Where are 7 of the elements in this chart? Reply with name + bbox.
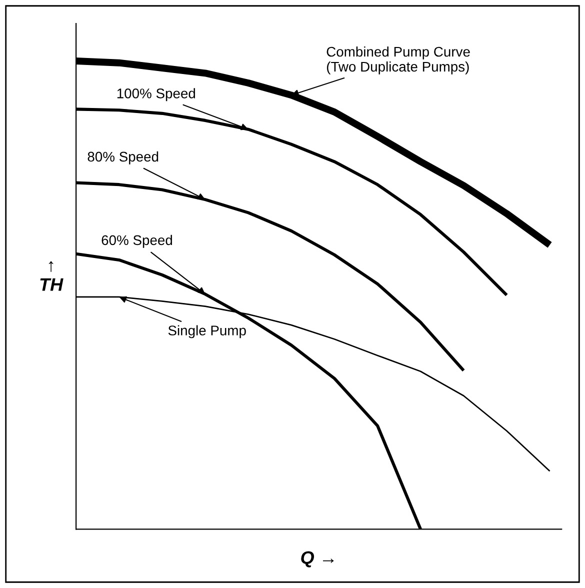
y-axis-title: ↑ TH	[40, 261, 64, 291]
annotation: Combined Pump Curve (Two Duplicate Pumps)	[326, 46, 470, 74]
x-axis-title: Q →	[301, 551, 334, 568]
annotation: 60% Speed	[102, 234, 172, 248]
annotation: 80% Speed	[88, 151, 158, 164]
annotation: 100% Speed	[117, 88, 196, 102]
annotation: Single Pump	[168, 325, 246, 338]
